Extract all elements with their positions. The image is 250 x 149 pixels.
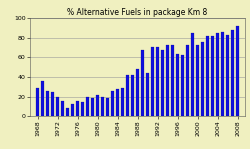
Bar [191, 33, 194, 116]
Bar [136, 69, 140, 116]
Bar [160, 50, 164, 116]
Bar [180, 55, 184, 116]
Bar [186, 45, 190, 116]
Bar [120, 88, 124, 116]
Bar [221, 32, 224, 116]
Bar [170, 45, 174, 116]
Bar [76, 101, 80, 116]
Bar [230, 30, 234, 116]
Bar [36, 88, 40, 116]
Bar [166, 45, 170, 116]
Bar [116, 89, 119, 116]
Bar [216, 33, 220, 116]
Bar [210, 36, 214, 116]
Bar [90, 98, 94, 116]
Bar [126, 75, 130, 116]
Bar [46, 91, 50, 116]
Bar [206, 36, 210, 116]
Bar [100, 97, 104, 116]
Bar [156, 47, 160, 116]
Bar [66, 108, 70, 116]
Bar [236, 26, 240, 116]
Bar [86, 97, 89, 116]
Bar [96, 95, 100, 116]
Bar [140, 50, 144, 116]
Bar [60, 101, 64, 116]
Bar [110, 91, 114, 116]
Bar [226, 35, 230, 116]
Title: % Alternative Fuels in package Km 8: % Alternative Fuels in package Km 8 [68, 8, 207, 17]
Bar [196, 45, 200, 116]
Bar [56, 97, 60, 116]
Bar [150, 47, 154, 116]
Bar [176, 54, 180, 116]
Bar [130, 75, 134, 116]
Bar [40, 81, 44, 116]
Bar [200, 42, 204, 116]
Bar [50, 92, 54, 116]
Bar [71, 104, 74, 116]
Bar [80, 103, 84, 116]
Bar [106, 98, 110, 116]
Bar [146, 73, 150, 116]
